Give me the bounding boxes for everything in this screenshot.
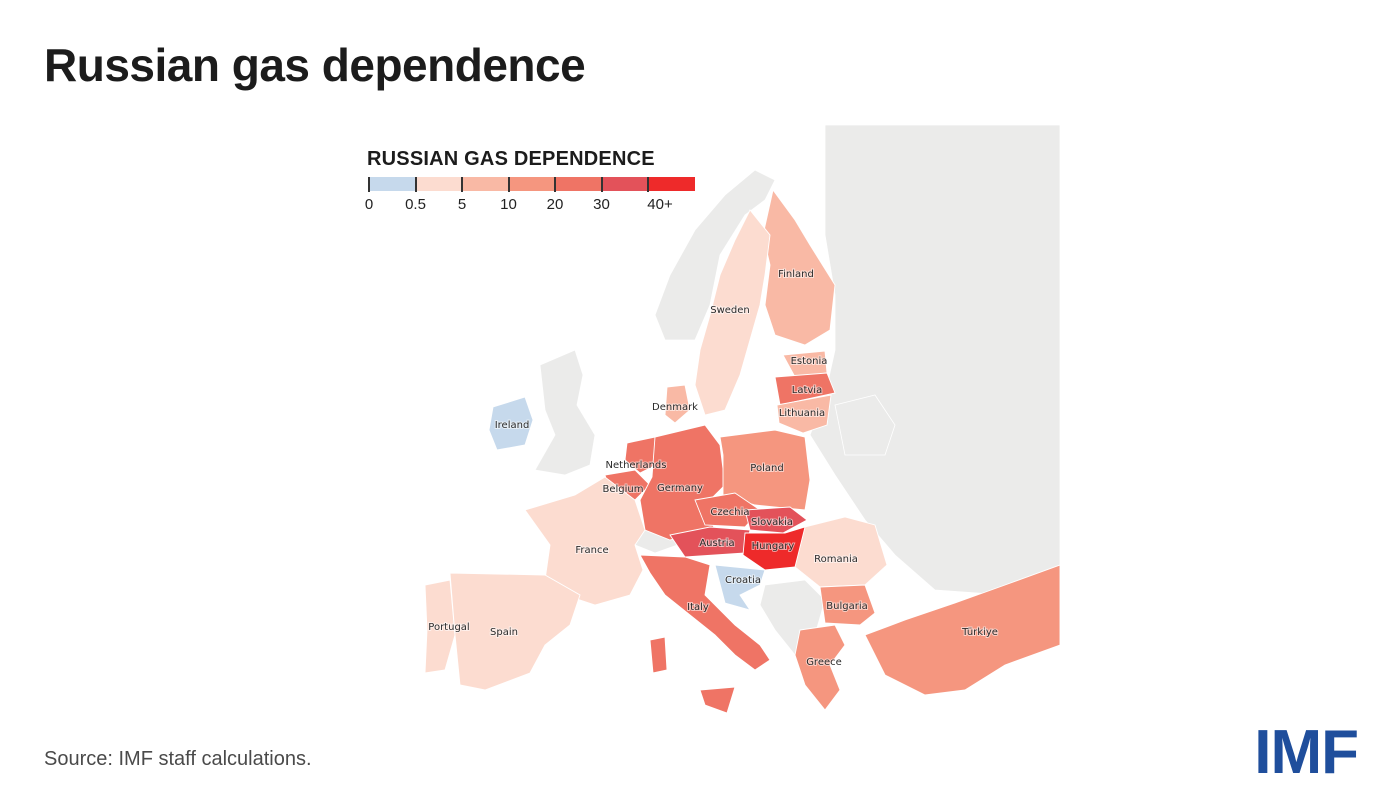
label-turkiye: Türkiye [961,627,998,638]
label-portugal: Portugal [428,622,469,633]
legend-tick-label: 20 [546,196,564,213]
label-spain: Spain [490,627,518,638]
label-lithuania: Lithuania [779,408,825,419]
imf-logo: IMF [1254,718,1359,787]
legend-swatch [462,177,509,191]
legend-swatch [555,177,602,191]
legend-tick [647,177,649,192]
country-sicily [699,686,736,714]
legend-tick [554,177,556,192]
country-poland [719,429,811,511]
source-note: Source: IMF staff calculations. [44,748,312,770]
map-svg: Finland Sweden Estonia Latvia Lithuania … [424,125,1060,714]
label-latvia: Latvia [792,385,822,396]
legend-tick-labels: 0 0.5 5 10 20 30 40+ [365,196,697,216]
label-czechia: Czechia [710,507,749,518]
legend-tick [600,177,603,192]
no-data-land [534,125,1060,656]
country-ireland [488,396,534,451]
legend-tick-label: 5 [457,196,467,213]
label-slovakia: Slovakia [751,517,793,528]
legend-swatch [601,177,648,191]
legend-swatch [415,177,462,191]
legend-color-bar [365,177,697,192]
country-sardinia [649,636,668,674]
label-netherlands: Netherlands [606,460,667,471]
label-romania: Romania [814,554,858,565]
legend-tick-label: 30 [593,196,610,213]
data-countries [424,188,1060,714]
label-bulgaria: Bulgaria [826,601,867,612]
legend-title: RUSSIAN GAS DEPENDENCE [367,148,655,170]
country-italy [639,554,771,671]
uk-region [534,349,596,476]
country-slovakia [744,506,808,534]
country-lithuania [776,394,832,434]
legend: RUSSIAN GAS DEPENDENCE 0 0.5 5 10 20 30 40+ [365,148,700,216]
country-latvia [774,372,836,406]
label-belgium: Belgium [603,484,644,495]
label-austria: Austria [699,538,734,549]
country-turkiye [864,564,1060,696]
label-germany: Germany [657,483,703,494]
country-bulgaria [819,584,876,626]
country-romania [794,516,888,588]
label-denmark: Denmark [652,402,698,413]
legend-tick-label: 0 [364,196,374,213]
legend-tick [368,177,370,192]
country-greece [794,624,846,711]
label-france: France [575,545,608,556]
europe-map: Finland Sweden Estonia Latvia Lithuania … [365,125,1060,715]
legend-tick-label: 0.5 [405,196,426,213]
label-greece: Greece [806,657,842,668]
legend-tick-label: 40+ [647,196,673,213]
country-labels: Finland Sweden Estonia Latvia Lithuania … [427,268,999,669]
norway-region [654,169,776,341]
page-title: Russian gas dependence [44,39,586,91]
country-spain [449,572,581,691]
legend-tick [414,177,417,192]
belarus-region [834,394,896,456]
legend-swatch [648,177,695,191]
legend-tick [461,177,463,192]
country-croatia [714,564,766,611]
legend-tick-label: 10 [500,196,517,213]
label-hungary: Hungary [752,541,795,552]
country-finland [762,188,836,346]
legend-tick [507,177,510,192]
country-sweden [694,209,771,416]
label-croatia: Croatia [725,575,761,586]
country-netherlands [624,436,661,474]
legend-swatch [369,177,416,191]
label-italy: Italy [687,602,709,613]
country-portugal [424,579,456,674]
legend-swatch [508,177,555,191]
label-sweden: Sweden [710,305,750,316]
label-poland: Poland [750,463,783,474]
country-denmark [664,384,691,424]
label-finland: Finland [778,269,814,280]
label-ireland: Ireland [495,420,530,431]
label-estonia: Estonia [791,356,828,367]
